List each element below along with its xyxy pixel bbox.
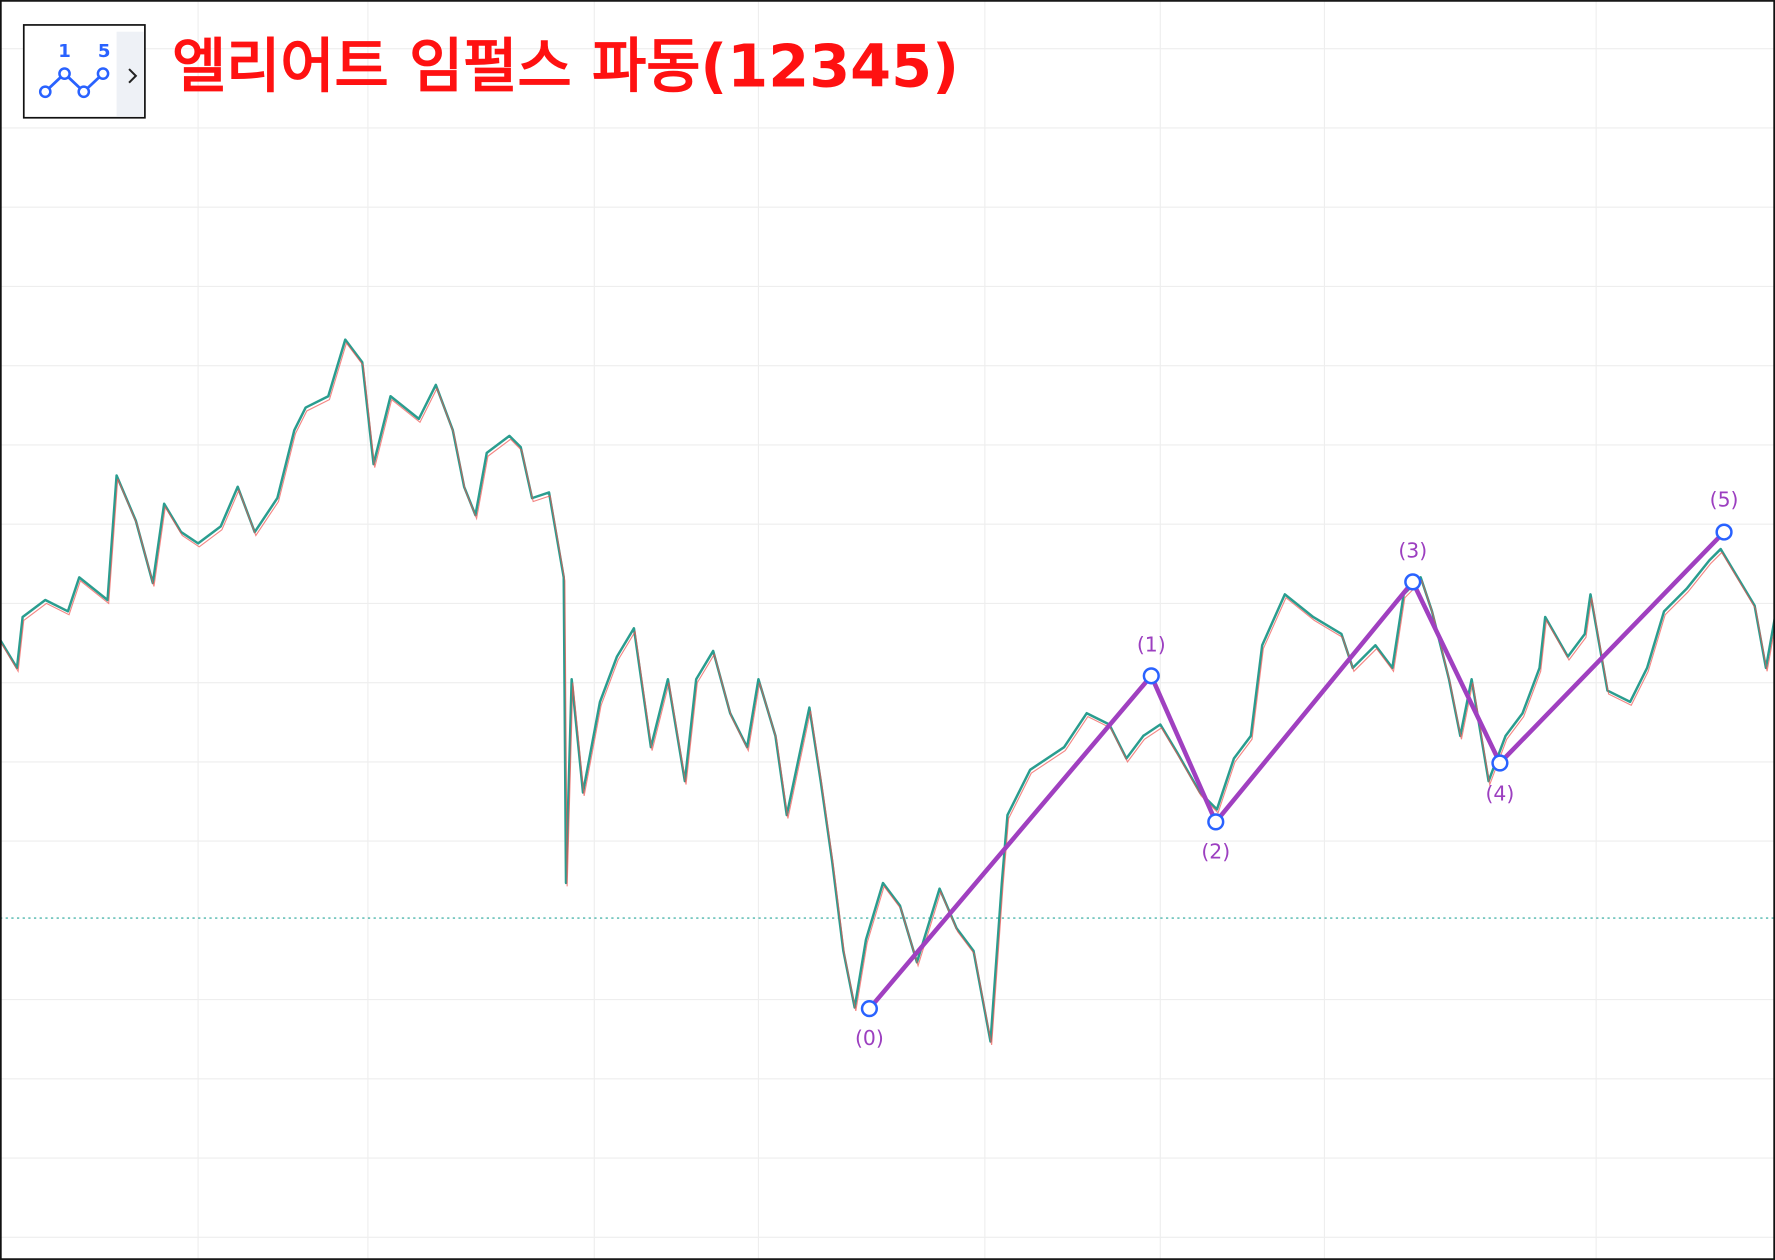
price-series-red <box>0 341 1775 1045</box>
wave-point <box>1142 667 1160 685</box>
wave-label: (0) <box>855 1026 884 1050</box>
tool-icon-label: 5 <box>98 41 111 62</box>
tool-icon-nodes <box>38 67 110 99</box>
wave-line <box>867 530 1726 1011</box>
wave-point <box>860 1000 878 1018</box>
wave-label: (5) <box>1710 487 1739 511</box>
wave-label: (3) <box>1398 538 1427 562</box>
wave-label: (4) <box>1485 782 1514 806</box>
tool-icon-line <box>44 71 104 94</box>
page-title: 엘리어트 임펄스 파동(12345) <box>172 31 959 100</box>
wave-point <box>1491 754 1509 772</box>
tool-icon-side <box>116 31 144 117</box>
wave-point <box>1404 573 1422 591</box>
wave-point <box>1715 523 1733 541</box>
wave-points: (0) (1) (2) (3) (4) (5) <box>855 487 1739 1050</box>
tool-icon-label: 1 <box>58 41 71 62</box>
wave-point <box>1207 813 1225 831</box>
wave-label: (1) <box>1137 632 1166 656</box>
chevron-icon <box>128 68 138 84</box>
wave-label: (2) <box>1201 839 1230 863</box>
